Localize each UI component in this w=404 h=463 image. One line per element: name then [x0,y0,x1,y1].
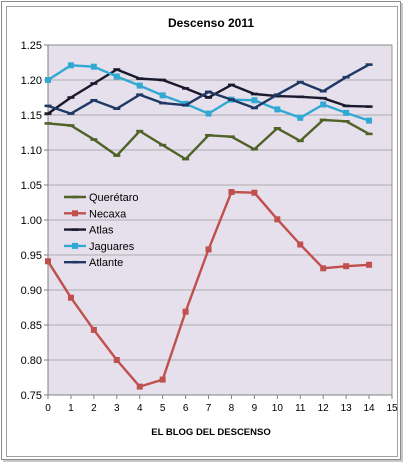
legend-label: Querétaro [89,192,139,204]
y-tick-label: 1.25 [21,40,42,52]
x-tick-label: 3 [114,403,120,414]
data-point [343,109,350,116]
chart-title: Descenso 2011 [168,16,254,30]
x-tick-label: 9 [252,403,258,414]
x-tick-label: 6 [183,403,189,414]
data-point [205,110,212,117]
data-point [343,263,350,270]
y-tick-label: 1.10 [21,145,42,157]
data-point [136,82,143,89]
legend-label: Necaxa [89,208,127,220]
data-point [90,63,97,70]
legend-item: Atlante [64,257,123,269]
y-tick-label: 1.05 [21,180,42,192]
series-1 [44,118,373,161]
data-point [67,294,74,301]
y-tick-label: 0.90 [21,285,42,297]
data-point [297,241,304,248]
y-tick-label: 0.75 [21,390,42,402]
x-tick-label: 2 [91,403,97,414]
x-tick-label: 13 [341,403,353,414]
x-tick-label: 5 [160,403,166,414]
data-point [159,376,166,383]
legend: Querétaro Necaxa Atlas Jaguares Atlante [64,192,139,269]
data-point [159,92,166,99]
y-tick-label: 1.00 [21,215,42,227]
data-point [113,357,120,363]
x-tick-label: 11 [295,403,306,414]
legend-label: Jaguares [89,241,135,253]
legend-item: Necaxa [64,208,127,220]
data-point [297,114,304,121]
x-tick-label: 12 [318,403,330,414]
data-point [228,189,235,195]
y-tick-label: 0.80 [21,355,42,367]
legend-item: Querétaro [64,192,139,204]
plot-border [47,44,393,396]
series-2 [45,189,373,390]
data-point [366,117,373,124]
data-point [67,62,74,69]
data-point [90,326,97,333]
data-point [113,73,120,80]
data-point [366,261,373,268]
y-tick-label: 1.15 [21,110,42,122]
x-axis-title: EL BLOG DEL DESCENSO [151,427,270,438]
data-point [45,77,51,83]
legend-item: Atlas [64,225,114,237]
data-point [182,308,189,315]
data-point [251,189,258,196]
data-point [274,216,281,223]
data-point [182,100,189,107]
x-tick-label: 7 [206,403,212,414]
data-point [320,265,327,272]
data-point [136,383,143,390]
x-tick-label: 10 [272,403,284,414]
data-point [205,246,212,253]
x-tick-label: 1 [68,403,74,414]
legend-swatch-marker [72,242,78,249]
legend-swatch-marker [72,210,78,217]
x-tick-label: 0 [45,403,51,414]
data-point [251,97,258,104]
legend-label: Atlas [89,225,114,237]
y-tick-label: 0.85 [21,320,42,332]
x-tick-label: 8 [229,403,235,414]
legend-label: Atlante [89,257,123,269]
x-tick-label: 14 [364,403,376,414]
y-tick-label: 0.95 [21,250,42,262]
series-3 [44,68,373,115]
y-tick-label: 1.20 [21,75,42,87]
x-tick-label: 4 [137,403,143,414]
data-point [45,258,51,265]
legend-item: Jaguares [64,241,135,253]
data-point [274,106,281,113]
series-5 [44,63,373,115]
data-point [320,101,327,108]
x-tick-label: 15 [386,403,398,414]
